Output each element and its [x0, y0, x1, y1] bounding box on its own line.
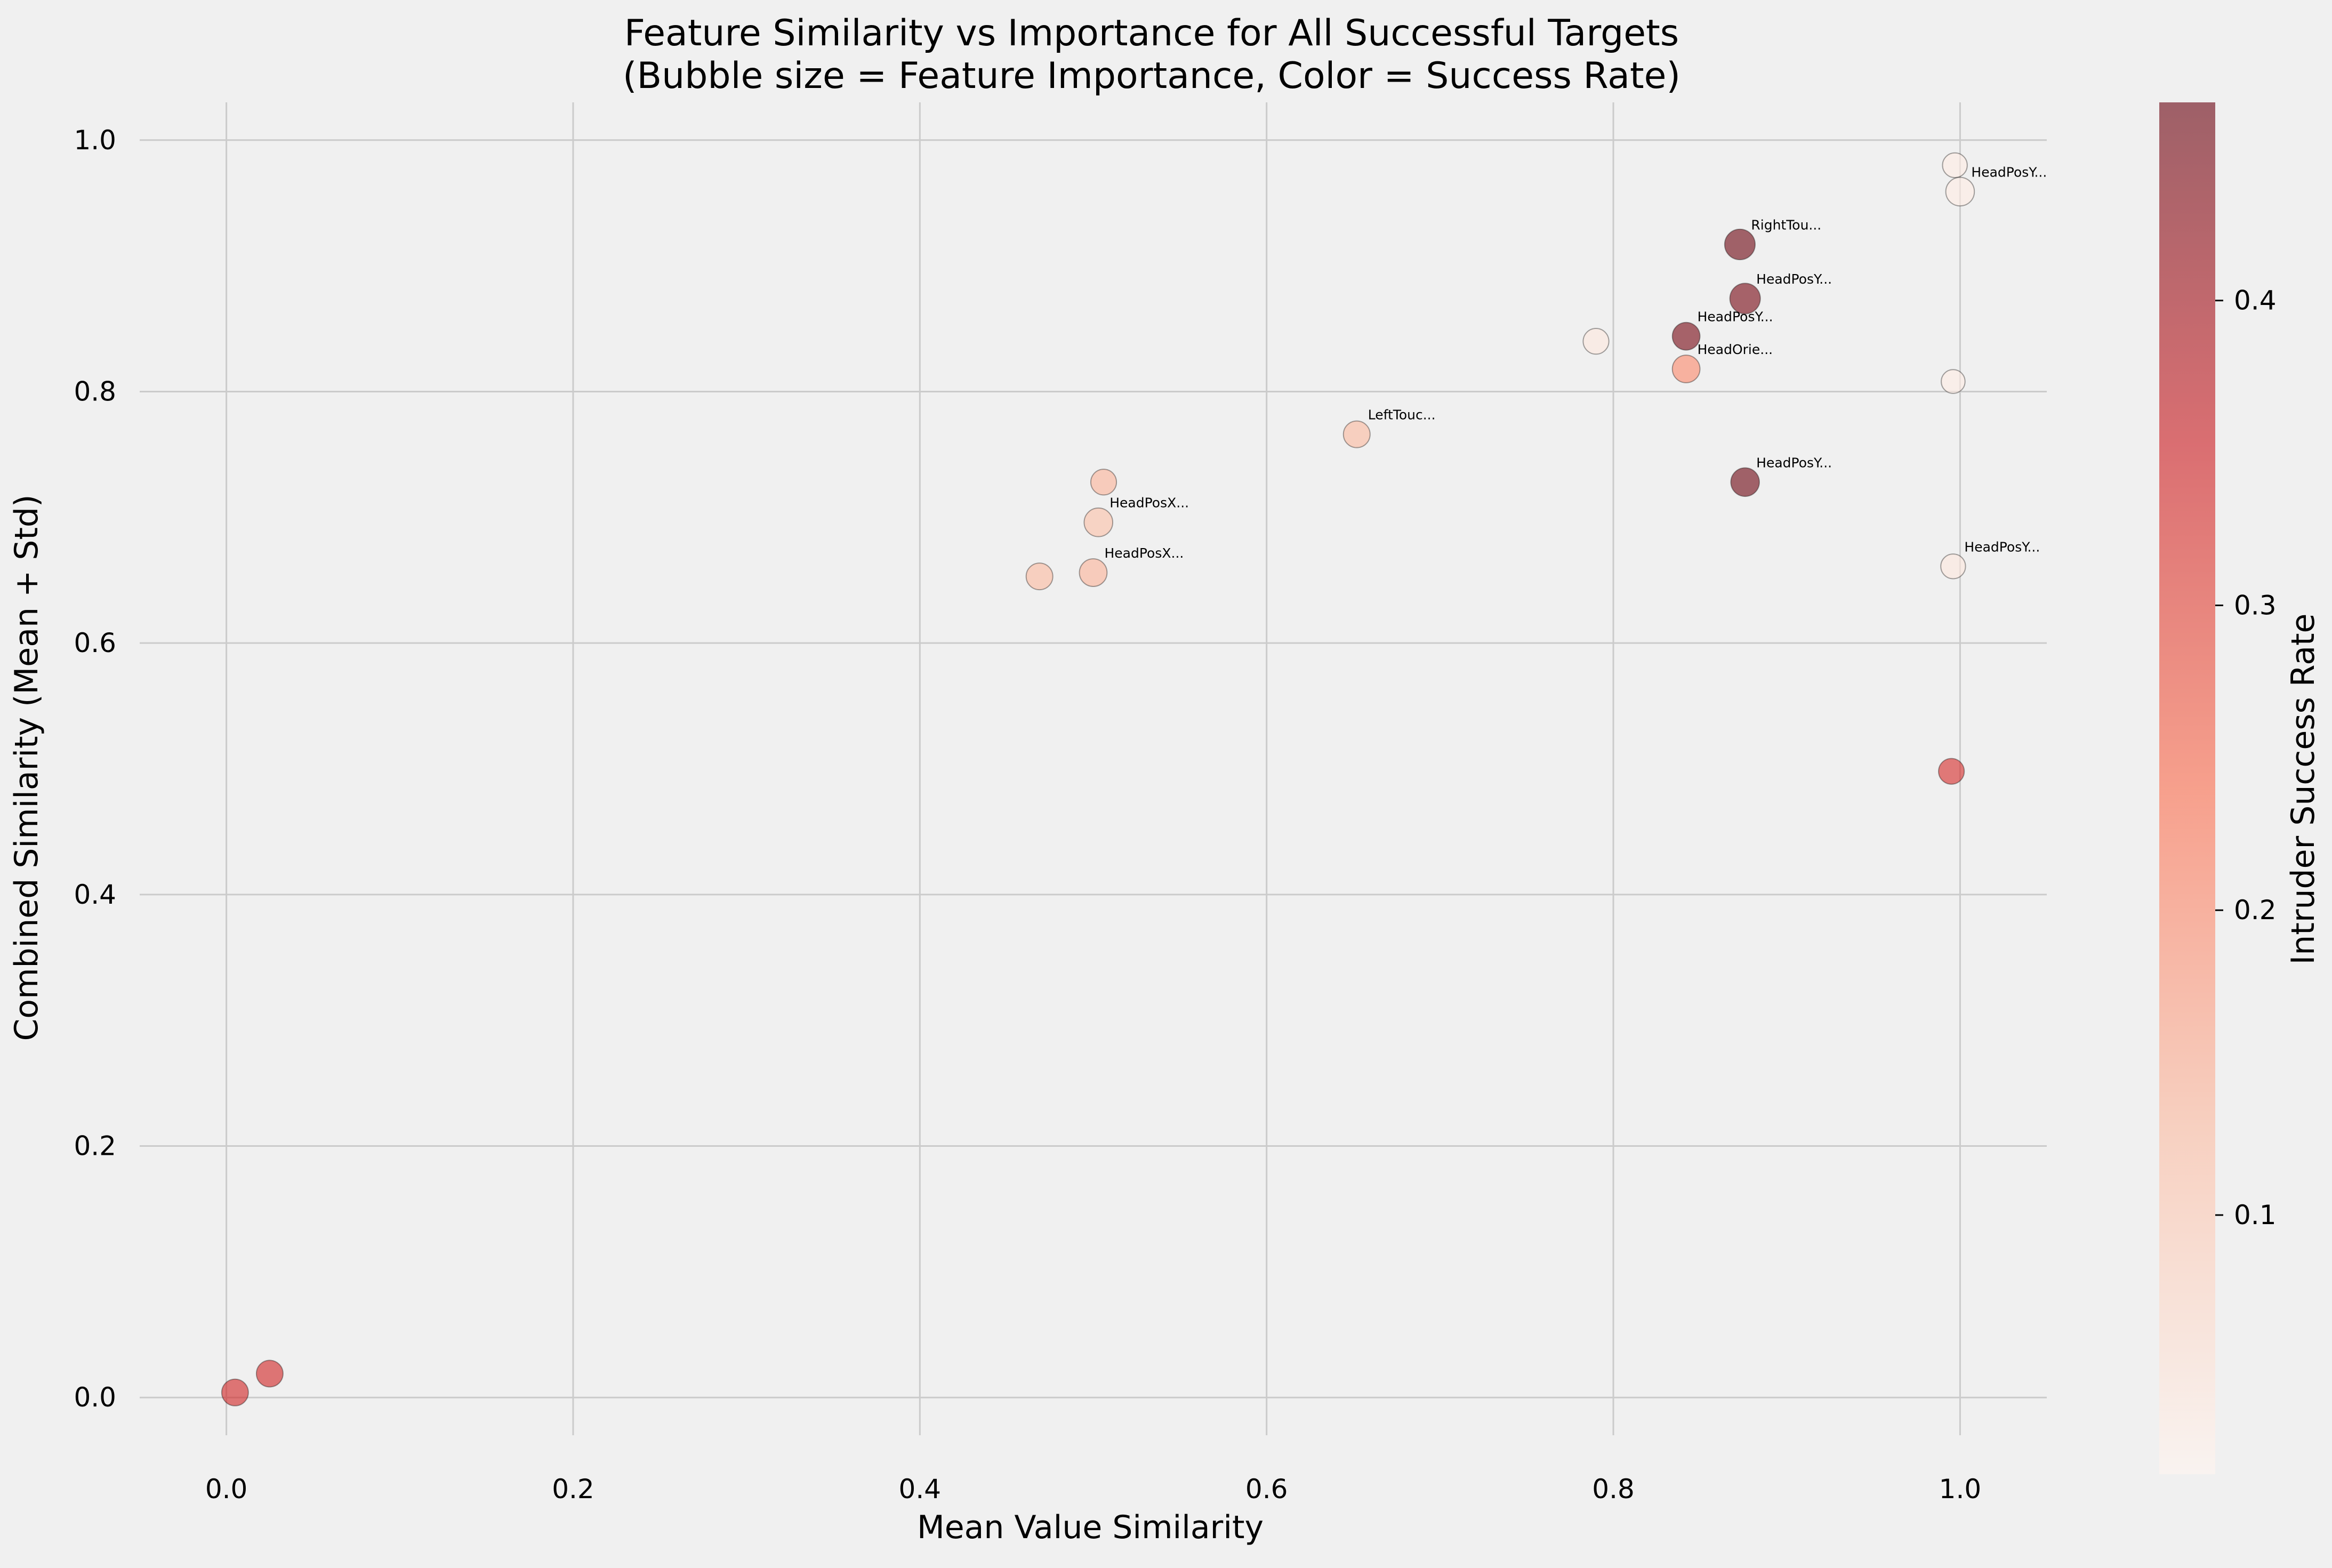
data-point-label: HeadPosY...: [1971, 164, 2047, 180]
data-point-label: HeadPosY...: [1756, 455, 1832, 470]
x-tick-label: 0.6: [1245, 1474, 1288, 1505]
y-ticks: 0.0 0.2 0.4 0.6 0.8 1.0: [74, 125, 116, 1413]
data-point-label: LeftTouc...: [1368, 407, 1436, 423]
x-tick-label: 0.2: [552, 1474, 594, 1505]
data-point: [1938, 758, 1965, 785]
colorbar-label: Intruder Success Rate: [2285, 614, 2322, 965]
colorbar-tick-label: 0.2: [2234, 895, 2277, 926]
data-point-label: RightTou...: [1751, 218, 1821, 233]
data-point: [1945, 176, 1975, 207]
data-points: [221, 152, 1975, 1406]
colorbar-tick-label: 0.4: [2234, 285, 2277, 316]
plot-area: [140, 102, 2047, 1435]
data-point-label: HeadOrie...: [1698, 342, 1773, 357]
data-point-label: HeadPosX...: [1105, 545, 1184, 561]
x-ticks: 0.0 0.2 0.4 0.6 0.8 1.0: [205, 1474, 1981, 1505]
data-point: [1942, 152, 1968, 179]
x-tick-label: 1.0: [1939, 1474, 1982, 1505]
chart-subtitle: (Bubble size = Feature Importance, Color…: [623, 55, 1680, 97]
data-point: [1671, 355, 1701, 383]
x-axis-label: Mean Value Similarity: [917, 1509, 1264, 1546]
data-point-label: HeadPosY...: [1756, 271, 1832, 287]
data-point: [1724, 228, 1756, 261]
colorbar-tick-label: 0.3: [2234, 590, 2277, 621]
point-labels: HeadPosX... HeadPosX... LeftTouc... HeadPos…: [1105, 164, 2047, 561]
x-tick-label: 0.8: [1592, 1474, 1635, 1505]
data-point: [1671, 321, 1701, 351]
data-point: [1582, 328, 1610, 355]
x-tick-label: 0.4: [899, 1474, 942, 1505]
data-point-label: HeadPosX...: [1109, 495, 1189, 511]
x-tick-label: 0.0: [205, 1474, 248, 1505]
data-point: [255, 1360, 284, 1388]
colorbar-tick-label: 0.1: [2234, 1200, 2277, 1231]
y-tick-label: 0.0: [74, 1382, 116, 1413]
y-tick-label: 0.2: [74, 1131, 116, 1162]
data-point: [1090, 469, 1117, 496]
data-point: [1940, 553, 1966, 580]
data-point: [1730, 467, 1760, 497]
data-point: [1079, 558, 1108, 587]
data-point-label: HeadPosY...: [1964, 539, 2040, 554]
y-tick-label: 1.0: [74, 125, 116, 156]
data-point: [1025, 562, 1054, 591]
y-tick-label: 0.4: [74, 879, 116, 910]
data-point: [1941, 369, 1966, 394]
y-tick-label: 0.6: [74, 628, 116, 658]
colorbar: [2159, 102, 2215, 1474]
data-point-label: HeadPosY...: [1698, 309, 1773, 325]
data-point: [1083, 507, 1114, 537]
data-point: [221, 1378, 249, 1406]
colorbar-ticks: 0.1 0.2 0.3 0.4: [2215, 285, 2277, 1231]
y-axis-label: Combined Similarity (Mean + Std): [8, 494, 45, 1041]
chart-title: Feature Similarity vs Importance for All…: [624, 12, 1679, 54]
data-point: [1342, 420, 1371, 448]
y-tick-label: 0.8: [74, 376, 116, 407]
data-point: [1729, 283, 1761, 315]
